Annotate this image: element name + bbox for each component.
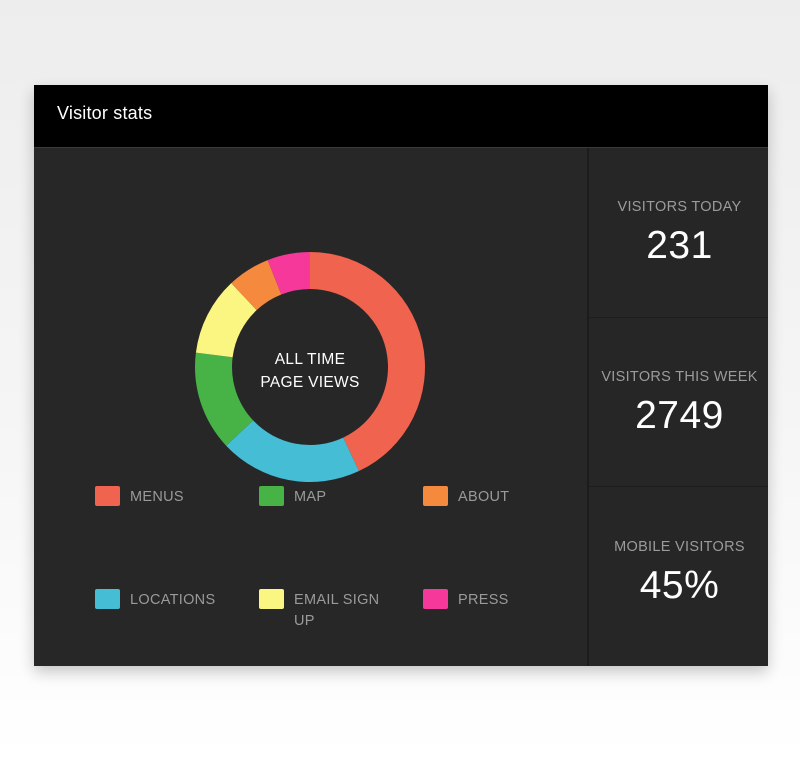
- donut-center-line-2: PAGE VIEWS: [260, 374, 360, 391]
- chart-panel: ALL TIME PAGE VIEWS MENUS MAP ABOUT LOCA…: [34, 148, 587, 666]
- stat-mobile-visitors: MOBILE VISITORS 45%: [589, 487, 768, 666]
- stat-value: 2749: [635, 394, 724, 437]
- donut-slice-locations: [226, 420, 359, 482]
- legend-label: MAP: [294, 489, 327, 505]
- legend-swatch: [95, 486, 120, 506]
- visitor-stats-card: Visitor stats ALL TIME PAGE VIEWS MENUS …: [34, 85, 768, 666]
- donut-center-line-1: ALL TIME: [274, 351, 346, 368]
- legend-label: LOCATIONS: [130, 592, 216, 608]
- card-title: Visitor stats: [57, 103, 153, 123]
- card-header: Visitor stats: [34, 85, 768, 148]
- donut-slice-email-sign-up: [195, 283, 257, 358]
- stat-value: 231: [646, 224, 713, 267]
- legend-swatch: [259, 589, 284, 609]
- legend-label: MENUS: [130, 489, 184, 505]
- legend-swatch: [95, 589, 120, 609]
- stat-label: MOBILE VISITORS: [614, 539, 745, 555]
- stat-value: 45%: [639, 564, 720, 607]
- donut-center-label: ALL TIME PAGE VIEWS: [220, 348, 400, 394]
- stat-visitors-this-week: VISITORS THIS WEEK 2749: [589, 318, 768, 487]
- donut-chart: [195, 252, 425, 482]
- legend-label: EMAIL SIGN UP: [294, 592, 380, 629]
- stats-panel: VISITORS TODAY 231 VISITORS THIS WEEK 27…: [587, 148, 768, 666]
- legend-swatch: [423, 486, 448, 506]
- stat-label: VISITORS TODAY: [617, 199, 742, 215]
- donut-slice-about: [231, 260, 282, 311]
- legend-swatch: [423, 589, 448, 609]
- donut-slice-press: [267, 252, 310, 295]
- legend-label: PRESS: [458, 592, 509, 608]
- donut-slice-menus: [310, 252, 425, 472]
- stat-label: VISITORS THIS WEEK: [601, 369, 758, 385]
- legend-label: ABOUT: [458, 489, 510, 505]
- stat-visitors-today: VISITORS TODAY 231: [589, 148, 768, 318]
- donut-slice-map: [195, 352, 254, 446]
- legend-swatch: [259, 486, 284, 506]
